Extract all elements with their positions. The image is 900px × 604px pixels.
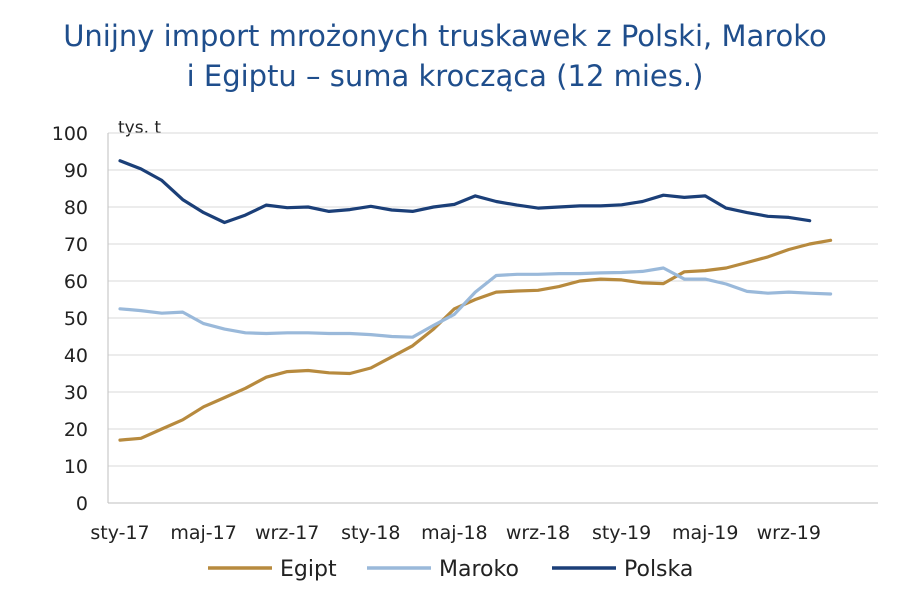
- series-line-polska: [118, 159, 812, 225]
- y-tick-label: 70: [64, 234, 88, 256]
- legend: Egipt Maroko Polska: [208, 557, 693, 582]
- chart-title-line-2: i Egiptu – suma krocząca (12 mies.): [187, 59, 704, 93]
- x-axis-tick-labels: sty-17 maj-17 wrz-17 sty-18 maj-18 wrz-18 sty-…: [90, 522, 821, 544]
- x-tick-label: maj-19: [672, 522, 738, 544]
- x-tick-label: sty-17: [90, 522, 149, 544]
- x-tick-label: maj-18: [421, 522, 487, 544]
- series-line-egipt: [118, 238, 833, 442]
- y-axis-tick-labels: 0 10 20 30 40 50 60 70 80 90 100: [52, 123, 88, 515]
- legend-label-polska: Polska: [624, 557, 693, 582]
- y-tick-label: 80: [64, 197, 88, 219]
- gridlines: [107, 132, 878, 504]
- series-line-maroko: [118, 266, 833, 339]
- y-tick-label: 90: [64, 160, 88, 182]
- y-tick-label: 60: [64, 271, 88, 293]
- y-unit-label: tys. t: [118, 118, 161, 138]
- x-tick-label: wrz-19: [757, 522, 821, 544]
- x-tick-label: sty-19: [592, 522, 651, 544]
- legend-label-egipt: Egipt: [280, 557, 337, 582]
- chart-title-line-1: Unijny import mrożonych truskawek z Pols…: [63, 19, 827, 53]
- series-lines: [118, 159, 833, 442]
- y-tick-label: 100: [52, 123, 88, 145]
- y-tick-label: 10: [64, 456, 88, 478]
- x-tick-label: wrz-18: [506, 522, 570, 544]
- legend-label-maroko: Maroko: [439, 557, 519, 582]
- x-tick-label: sty-18: [341, 522, 400, 544]
- y-tick-label: 30: [64, 382, 88, 404]
- y-tick-label: 50: [64, 308, 88, 330]
- x-tick-label: wrz-17: [255, 522, 319, 544]
- y-tick-label: 0: [76, 493, 88, 515]
- y-tick-label: 20: [64, 419, 88, 441]
- x-tick-label: maj-17: [170, 522, 236, 544]
- y-tick-label: 40: [64, 345, 88, 367]
